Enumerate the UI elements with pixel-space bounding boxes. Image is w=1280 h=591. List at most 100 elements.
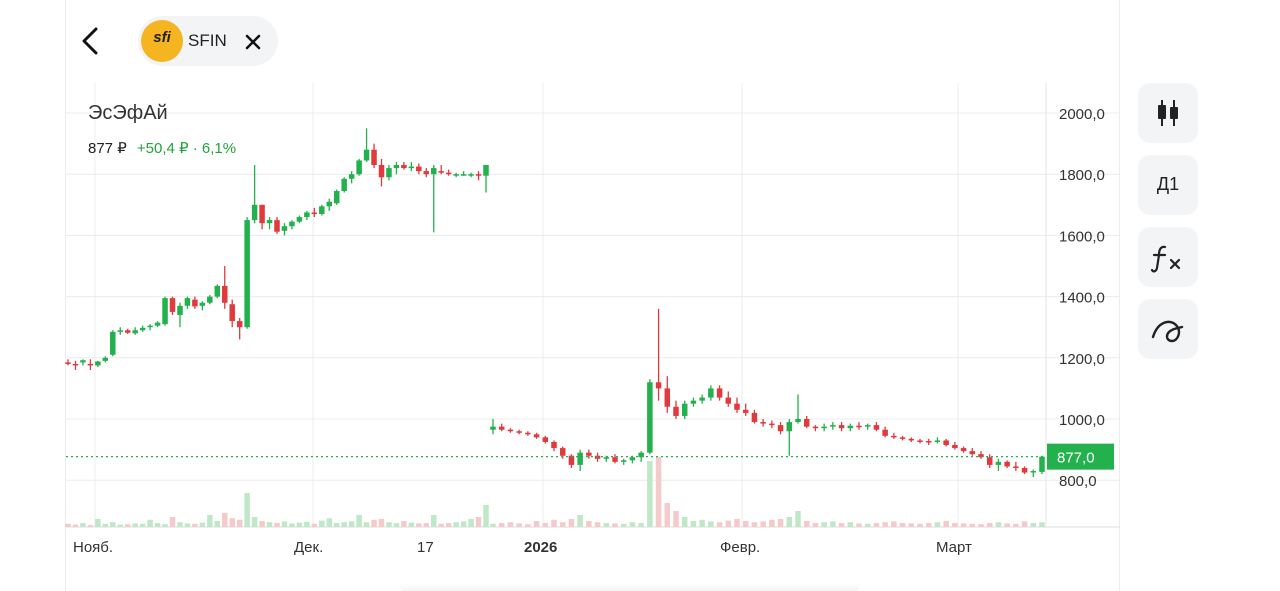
- candle-body: [490, 426, 496, 430]
- volume-bar: [423, 523, 430, 527]
- candle-body: [664, 388, 671, 407]
- volume-bar: [244, 493, 250, 527]
- x-axis-tick-label: 17: [417, 539, 434, 556]
- volume-bar: [438, 523, 444, 527]
- volume-bar: [87, 525, 94, 527]
- candle-body: [475, 174, 482, 176]
- volume-bar: [777, 519, 784, 527]
- volume-bar: [319, 520, 325, 527]
- volume-bar: [516, 523, 522, 527]
- candle-body: [716, 388, 723, 398]
- volume-bar: [899, 523, 906, 527]
- candle-body: [969, 451, 976, 455]
- candle-body: [483, 165, 489, 176]
- candle-body: [542, 437, 549, 442]
- candle-body: [251, 204, 258, 221]
- candle-body: [568, 455, 575, 465]
- volume-bar: [612, 523, 618, 527]
- candle-body: [891, 435, 897, 438]
- candle-body: [371, 149, 377, 166]
- candle-body: [908, 438, 915, 441]
- drawing-tools-button[interactable]: [1138, 299, 1198, 359]
- candle-body: [438, 171, 444, 173]
- company-logo: sfi: [141, 20, 183, 62]
- ticker-chip[interactable]: sfi SFIN: [138, 16, 278, 66]
- volume-bar: [311, 523, 318, 527]
- candle-body: [830, 425, 836, 427]
- candle-body: [978, 454, 984, 458]
- volume-bar: [734, 519, 740, 527]
- candle-body: [1030, 471, 1037, 473]
- candle-body: [236, 321, 243, 328]
- volume-bar: [559, 522, 566, 527]
- candle-body: [917, 440, 923, 442]
- volume-bar: [184, 523, 191, 527]
- volume-bar: [821, 522, 827, 527]
- volume-bar: [281, 521, 288, 527]
- chip-close-button[interactable]: [242, 31, 264, 53]
- y-axis-tick-label: 1200,0: [1059, 351, 1105, 368]
- x-axis-tick-label: Дек.: [294, 539, 323, 556]
- candlestick-icon: [1158, 100, 1178, 126]
- back-button[interactable]: [76, 22, 106, 60]
- timeframe-button[interactable]: Д1: [1138, 155, 1198, 215]
- candle-body: [416, 166, 422, 172]
- volume-bar: [304, 521, 310, 527]
- candle-body: [603, 457, 610, 459]
- candle-body: [559, 448, 566, 456]
- candle-body: [453, 174, 459, 176]
- volume-bar: [162, 524, 168, 527]
- volume-bar: [1013, 523, 1019, 527]
- candle-body: [812, 426, 819, 429]
- volume-bar: [1030, 523, 1037, 527]
- volume-bar: [110, 522, 116, 527]
- volume-bar: [925, 523, 932, 527]
- volume-bar: [378, 519, 385, 527]
- volume-bar: [533, 521, 540, 527]
- candle-body: [460, 174, 467, 176]
- candle-body: [586, 452, 592, 456]
- volume-bar: [908, 523, 915, 527]
- candle-body: [952, 445, 958, 449]
- volume-bar: [699, 519, 705, 527]
- volume-bar: [192, 523, 198, 527]
- candle-body: [803, 419, 810, 427]
- candle-body: [995, 461, 1002, 465]
- price-change: +50,4 ₽ · 6,1%: [136, 140, 237, 157]
- candle-body: [192, 299, 198, 307]
- candle-body: [259, 204, 265, 224]
- y-axis-tick-label: 1800,0: [1059, 167, 1105, 184]
- volume-bar: [132, 523, 138, 527]
- volume-bar: [416, 523, 422, 527]
- volume-bar: [453, 522, 459, 527]
- chart-type-button[interactable]: [1138, 83, 1198, 143]
- candle-body: [769, 423, 775, 426]
- candle-body: [468, 174, 474, 176]
- candle-body: [386, 168, 392, 178]
- volume-bar: [952, 523, 958, 527]
- y-axis-tick-label: 2000,0: [1059, 106, 1105, 123]
- volume-bar: [348, 521, 355, 527]
- candle-body: [72, 363, 79, 366]
- volume-bar: [124, 524, 131, 527]
- volume-bar: [296, 522, 303, 527]
- candle-body: [760, 422, 766, 424]
- volume-bar: [760, 521, 766, 527]
- volume-bar: [708, 521, 714, 527]
- volume-bar: [207, 515, 213, 527]
- candle-body: [289, 221, 295, 227]
- candle-body: [266, 220, 273, 224]
- candle-body: [110, 331, 116, 355]
- volume-bar: [266, 522, 273, 527]
- volume-bar: [326, 518, 332, 527]
- volume-bar: [795, 511, 801, 527]
- volume-bar: [838, 523, 845, 527]
- candle-body: [777, 425, 784, 432]
- volume-bar: [664, 503, 671, 527]
- volume-bar: [468, 519, 474, 527]
- candle-body: [319, 206, 325, 214]
- indicators-button[interactable]: [1138, 227, 1198, 287]
- candle-body: [162, 298, 168, 325]
- indicators-icon: [1150, 245, 1181, 273]
